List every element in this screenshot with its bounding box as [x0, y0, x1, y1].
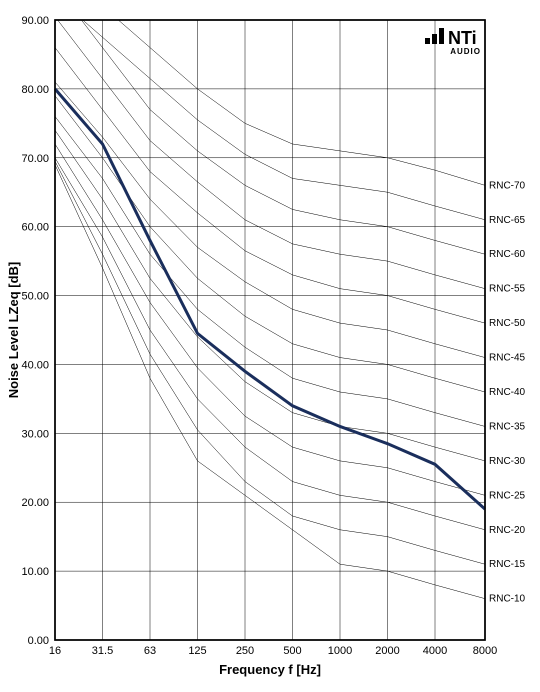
rnc-label: RNC-15: [489, 559, 526, 570]
rnc-label: RNC-10: [489, 594, 526, 605]
x-tick-label: 2000: [375, 645, 399, 657]
plot-border: [55, 20, 485, 640]
logo-text-top: NTi: [448, 28, 477, 48]
y-tick-label: 60.00: [21, 222, 49, 234]
rnc-label: RNC-45: [489, 353, 526, 364]
y-tick-label: 0.00: [28, 635, 49, 647]
y-tick-label: 90.00: [21, 15, 49, 27]
rnc-curve: [55, 165, 485, 599]
rnc-label: RNC-70: [489, 180, 526, 191]
data-series: [55, 89, 485, 509]
x-tick-label: 31.5: [92, 645, 113, 657]
rnc-label: RNC-55: [489, 284, 526, 295]
x-tick-label: 500: [283, 645, 301, 657]
logo-bar: [425, 38, 430, 44]
logo-text-bottom: AUDIO: [450, 47, 481, 56]
rnc-curve: [103, 48, 486, 255]
nti-logo: NTiAUDIO: [425, 28, 481, 56]
x-tick-label: 4000: [423, 645, 447, 657]
rnc-curve: [55, 82, 485, 358]
chart-svg: 0.00 10.00 20.00 30.00 40.00 50.00 60.00 70.00 8…: [0, 0, 540, 692]
y-tick-label: 40.00: [21, 359, 49, 371]
rnc-curve-entry: [81, 20, 102, 48]
rnc-curve-entry: [58, 20, 103, 79]
rnc-curve-entry: [83, 20, 150, 79]
rnc-curve: [55, 116, 485, 426]
y-tick-label: 50.00: [21, 291, 49, 303]
plot-border-top: [55, 20, 485, 640]
logo-bar: [432, 34, 437, 44]
rnc-curve-entry: [118, 20, 150, 48]
rnc-label: RNC-35: [489, 421, 526, 432]
y-tick-label: 10.00: [21, 566, 49, 578]
x-tick-label: 16: [49, 645, 61, 657]
y-tick-label: 30.00: [21, 428, 49, 440]
rnc-label: RNC-30: [489, 456, 526, 467]
rnc-label: RNC-65: [489, 215, 526, 226]
y-tick-label: 70.00: [21, 153, 49, 165]
y-tick-label: 20.00: [21, 497, 49, 509]
rnc-curve: [55, 158, 485, 530]
x-tick-label: 125: [188, 645, 206, 657]
rnc-curve: [55, 96, 485, 392]
rnc-chart: 0.00 10.00 20.00 30.00 40.00 50.00 60.00 70.00 8…: [0, 0, 540, 692]
rnc-label: RNC-40: [489, 387, 526, 398]
x-tick-label: 63: [144, 645, 156, 657]
y-tick-label: 80.00: [21, 84, 49, 96]
rnc-label: RNC-20: [489, 525, 526, 536]
logo-bar: [439, 28, 444, 44]
rnc-label: RNC-60: [489, 249, 526, 260]
rnc-curve: [55, 161, 485, 564]
rnc-curve: [55, 144, 485, 495]
x-tick-label: 250: [236, 645, 254, 657]
rnc-label: RNC-50: [489, 318, 526, 329]
x-tick-label: 1000: [328, 645, 352, 657]
x-axis-label: Frequency f [Hz]: [219, 662, 321, 677]
x-tick-label: 8000: [473, 645, 497, 657]
rnc-label: RNC-25: [489, 490, 526, 501]
y-axis-label: Noise Level LZeq [dB]: [6, 262, 21, 399]
